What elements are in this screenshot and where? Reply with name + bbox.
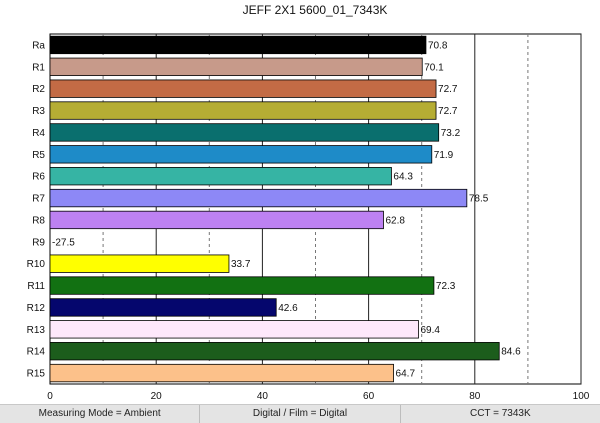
- category-label: R2: [32, 84, 45, 95]
- status-bar: Measuring Mode = Ambient Digital / Film …: [0, 404, 600, 423]
- measuring-mode-label: Measuring Mode = Ambient: [0, 405, 201, 423]
- category-label: R9: [32, 237, 45, 248]
- chart-title: JEFF 2X1 5600_01_7343K: [243, 3, 388, 17]
- bar-value-label: 73.2: [441, 128, 461, 139]
- category-label: R12: [27, 303, 46, 314]
- bar: [49, 79, 437, 98]
- x-tick-label: 60: [363, 391, 375, 402]
- bars: 70.8 70.1 72.7 72.7 73.2 71.9 64.3 78.5 62.8 -27.…: [49, 35, 521, 383]
- bar: [49, 320, 419, 339]
- bar: [49, 276, 435, 295]
- bar-value-label: 33.7: [231, 259, 251, 270]
- bar-value-label: 78.5: [469, 194, 489, 205]
- bar-value-label: 69.4: [421, 325, 441, 336]
- category-label: R11: [27, 281, 45, 292]
- bar: [49, 342, 500, 361]
- bar: [49, 35, 427, 55]
- category-label: R5: [32, 150, 45, 161]
- bar: [49, 363, 394, 383]
- x-tick-label: 20: [151, 391, 163, 402]
- category-label: R15: [27, 369, 46, 380]
- bar-chart: JEFF 2X1 5600_01_7343K 70.870.172.772.77…: [27, 3, 590, 402]
- bar-value-label: 71.9: [434, 150, 454, 161]
- bar-value-label: 72.3: [436, 281, 456, 292]
- bar: [49, 123, 440, 142]
- bar-value-label: 70.8: [428, 40, 448, 51]
- cct-label: CCT = 7343K: [469, 408, 531, 419]
- x-tick-labels: 0 20 40 60 80 100: [47, 391, 590, 402]
- category-label: R14: [27, 347, 46, 358]
- bar: [49, 210, 384, 230]
- bar: [49, 188, 468, 208]
- category-label: R10: [27, 259, 46, 270]
- category-label: R7: [32, 194, 45, 205]
- category-label: R13: [27, 325, 46, 336]
- x-tick-label: 0: [47, 391, 53, 402]
- category-label: Ra: [32, 40, 45, 51]
- category-label: R4: [32, 128, 45, 139]
- bar-value-label: 62.8: [385, 215, 405, 226]
- category-label: R3: [32, 106, 45, 117]
- category-label: R6: [32, 172, 45, 183]
- bar: [49, 298, 277, 317]
- film-mode-label: Digital / Film = Digital: [200, 405, 401, 423]
- bar-value-label: 42.6: [278, 303, 298, 314]
- category-label: R8: [32, 215, 45, 226]
- bar-value-label: 70.1: [424, 62, 444, 73]
- bar: [49, 57, 423, 76]
- x-tick-label: 80: [469, 391, 481, 402]
- bar-value-label: 72.7: [438, 84, 458, 95]
- bar: [49, 167, 392, 186]
- bar-value-label: 64.3: [393, 172, 413, 183]
- bar-value-label: 64.7: [396, 369, 416, 380]
- bar-value-label: 72.7: [438, 106, 458, 117]
- bar-value-label: -27.5: [52, 237, 75, 248]
- bar: [49, 101, 437, 120]
- bar: [49, 254, 230, 273]
- x-tick-label: 40: [257, 391, 269, 402]
- x-tick-label: 100: [573, 391, 590, 402]
- category-labels: Ra R1 R2 R3 R4 R5 R6 R7 R8 R9 R10 R11 R12 R13 R14 R15: [27, 40, 46, 379]
- bar-value-label: 84.6: [501, 347, 521, 358]
- bar: [49, 145, 433, 164]
- category-label: R1: [32, 62, 45, 73]
